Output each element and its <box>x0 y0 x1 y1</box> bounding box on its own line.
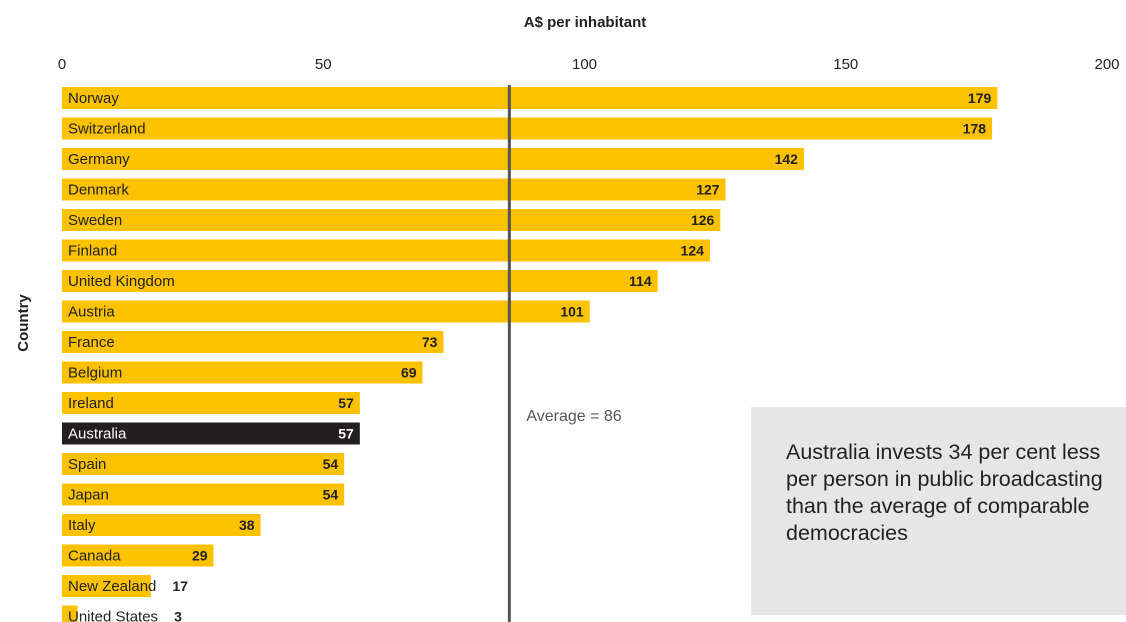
value-label: 69 <box>401 365 417 381</box>
bar <box>62 605 78 622</box>
bar <box>62 514 261 536</box>
category-label: Sweden <box>68 212 122 229</box>
value-label: 178 <box>963 121 987 137</box>
category-label: Finland <box>68 243 117 260</box>
x-tick-label: 200 <box>1094 56 1119 73</box>
value-label: 29 <box>192 548 208 564</box>
value-label: 54 <box>323 456 339 472</box>
value-label: 57 <box>338 426 354 442</box>
bar-highlight <box>62 422 360 445</box>
bar <box>62 87 998 109</box>
category-label: New Zealand <box>68 578 156 595</box>
category-label: Italy <box>68 517 96 534</box>
category-label: Canada <box>68 548 121 565</box>
value-label: 3 <box>174 609 182 622</box>
note-box: Australia invests 34 per cent less per p… <box>751 407 1126 615</box>
category-label: France <box>68 334 115 351</box>
bar <box>62 544 214 567</box>
bar <box>62 239 710 262</box>
value-label: 57 <box>338 395 354 411</box>
x-axis-title: A$ per inhabitant <box>524 14 647 31</box>
category-label: Japan <box>68 487 109 504</box>
bar <box>62 148 804 170</box>
x-tick-label: 0 <box>58 56 66 73</box>
x-tick-label: 100 <box>572 56 597 73</box>
value-label: 124 <box>681 243 705 259</box>
value-label: 17 <box>172 578 188 594</box>
category-label: United Kingdom <box>68 273 175 290</box>
bar <box>62 483 345 506</box>
average-label: Average = 86 <box>526 408 621 425</box>
bar <box>62 331 444 353</box>
bar <box>62 392 360 414</box>
value-label: 38 <box>239 517 255 533</box>
y-axis-title: Country <box>15 294 32 352</box>
bar <box>62 300 590 323</box>
value-label: 127 <box>696 182 720 198</box>
value-label: 179 <box>968 90 992 106</box>
x-axis-ticks: 0 50 100 150 200 <box>58 56 1120 73</box>
value-label: 54 <box>323 487 339 503</box>
x-tick-label: 150 <box>833 56 858 73</box>
category-label: Australia <box>68 426 127 443</box>
note-text: Australia invests 34 per cent less per p… <box>786 440 1103 545</box>
bar <box>62 209 721 231</box>
category-label: Belgium <box>68 365 122 382</box>
category-label: Switzerland <box>68 121 146 138</box>
bar <box>62 178 726 201</box>
value-label: 73 <box>422 334 438 350</box>
category-label: Spain <box>68 456 106 473</box>
bars: Norway 179 Switzerland 178 Germany 142 Denmark… <box>62 87 998 622</box>
value-label: 101 <box>560 304 584 320</box>
bar <box>62 575 151 597</box>
category-label: United States <box>68 609 158 622</box>
category-label: Austria <box>68 304 115 321</box>
bar <box>62 453 345 475</box>
value-label: 126 <box>691 212 715 228</box>
x-tick-label: 50 <box>315 56 332 73</box>
category-label: Norway <box>68 90 119 107</box>
value-label: 114 <box>629 273 652 289</box>
category-label: Denmark <box>68 182 129 199</box>
bar <box>62 361 423 384</box>
bar <box>62 117 993 140</box>
category-label: Ireland <box>68 395 114 412</box>
category-label: Germany <box>68 151 130 168</box>
value-label: 142 <box>775 151 799 167</box>
